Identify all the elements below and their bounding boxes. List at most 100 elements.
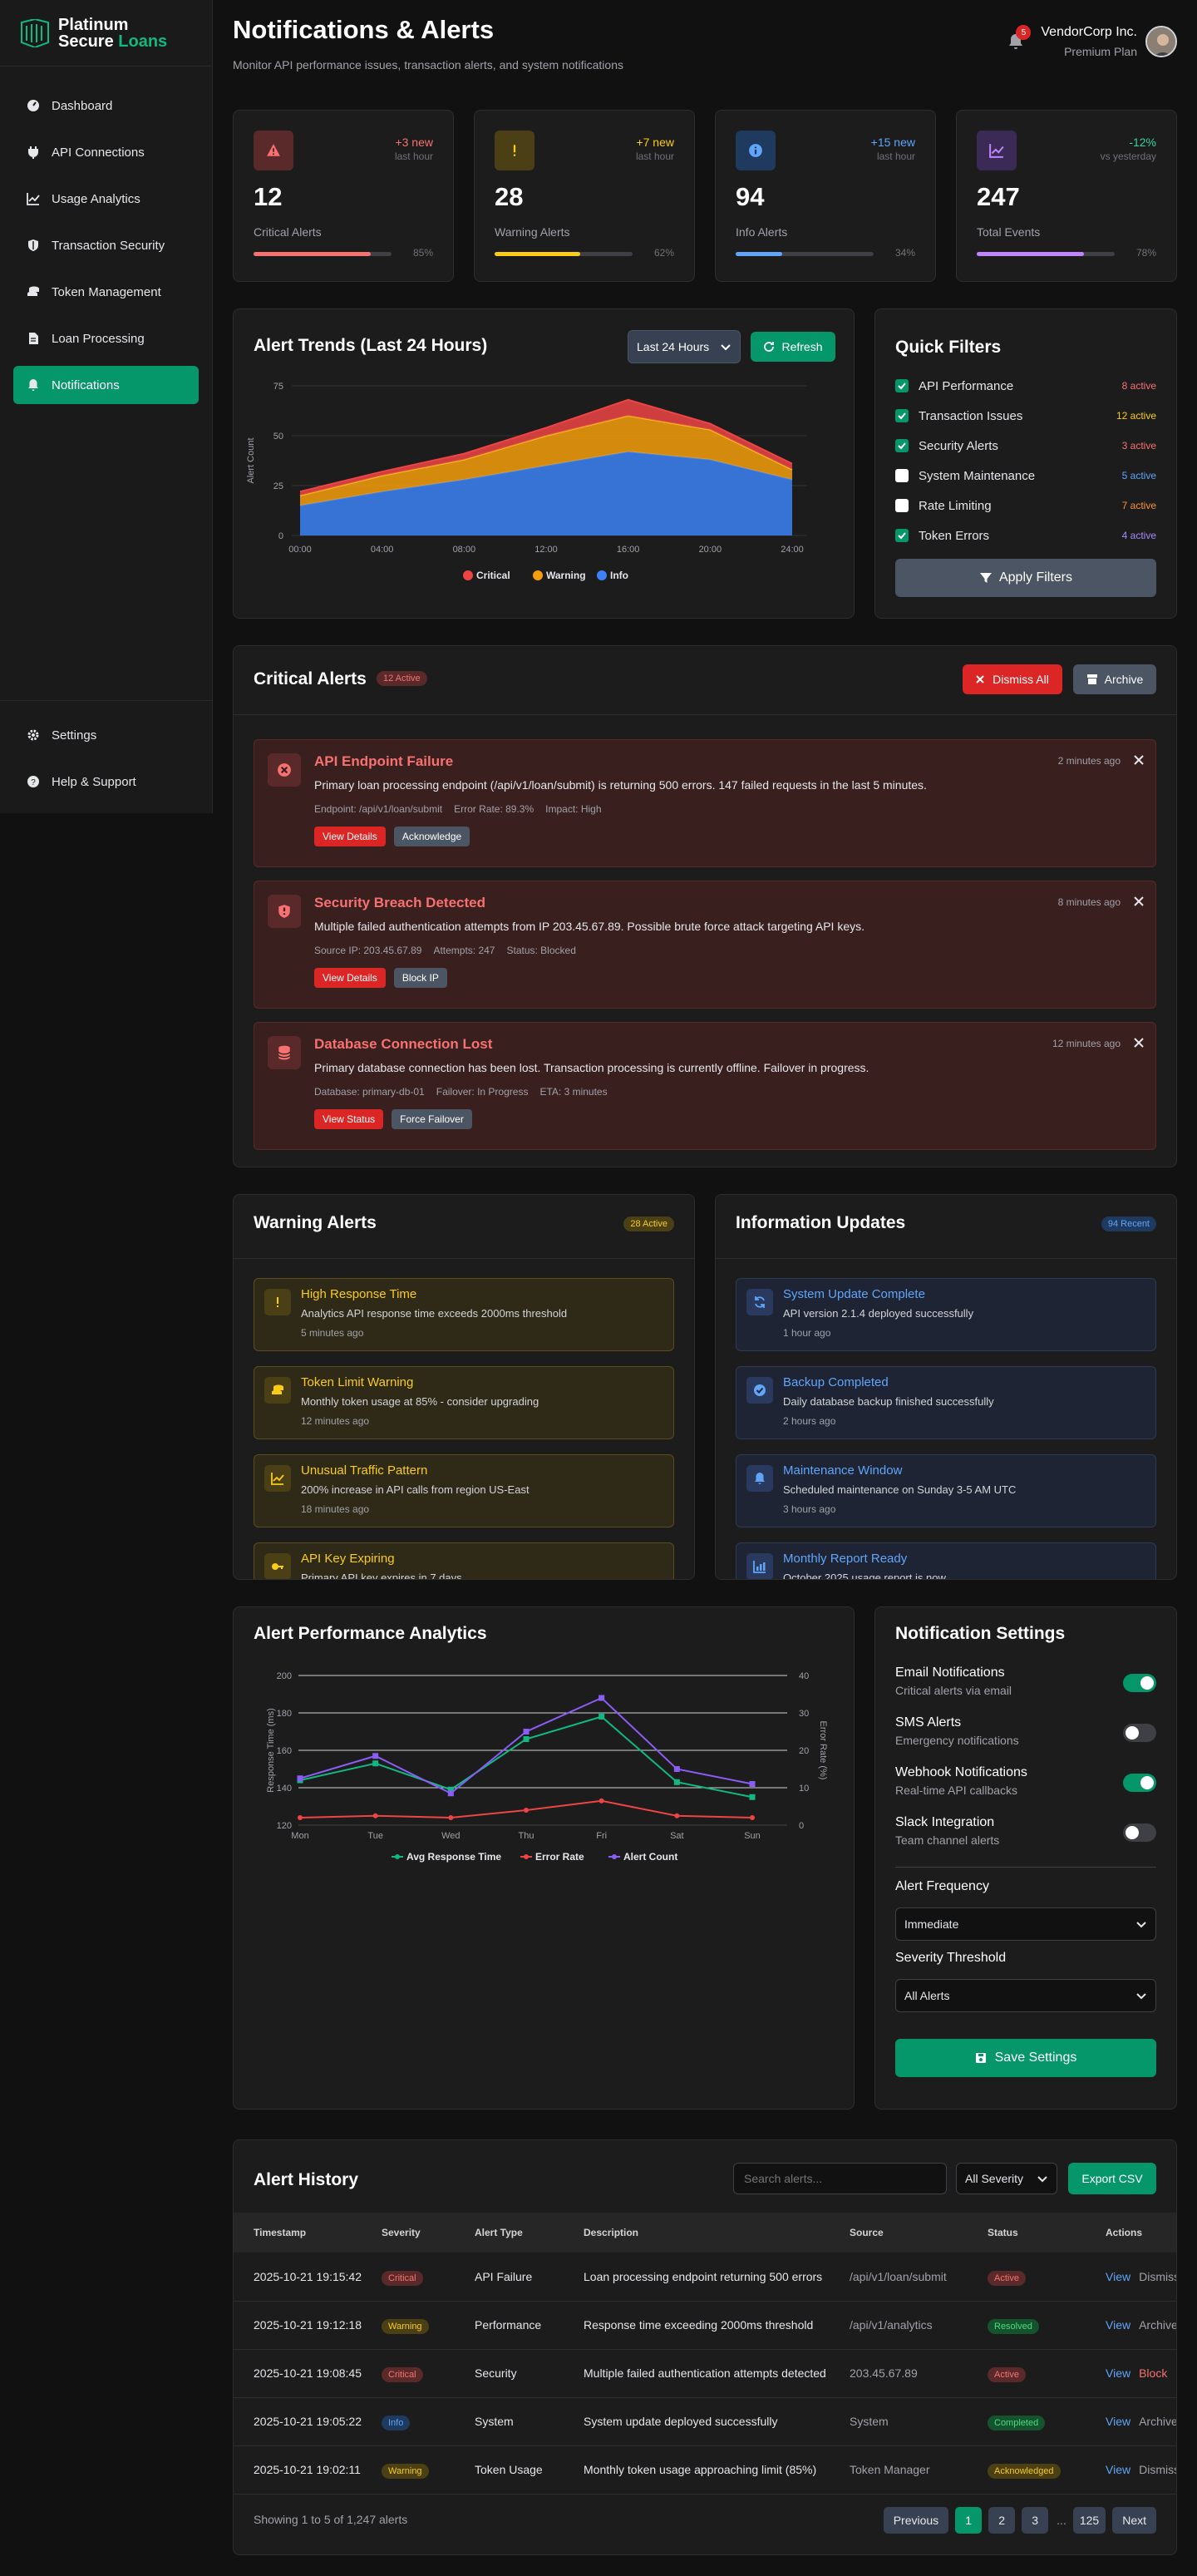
toggle-switch[interactable] — [1123, 1823, 1156, 1842]
search-input[interactable] — [733, 2163, 947, 2194]
view-link[interactable]: View — [1106, 2463, 1131, 2476]
apply-filters-button[interactable]: Apply Filters — [895, 559, 1156, 597]
severity-badge: Info — [382, 2416, 411, 2430]
stat-percent: 78% — [1135, 247, 1156, 259]
filter-checkbox[interactable] — [895, 499, 909, 512]
view-details-button[interactable]: View Details — [314, 968, 386, 988]
table-row[interactable]: 2025-10-21 19:02:11 Warning Token Usage Mon… — [234, 2445, 1177, 2495]
filter-checkbox[interactable] — [895, 379, 909, 392]
filter-checkbox[interactable] — [895, 409, 909, 422]
next-page-button[interactable]: Next — [1112, 2507, 1156, 2534]
file-icon — [27, 332, 40, 345]
y-right-tick-label: 40 — [799, 1671, 809, 1681]
close-alert-button[interactable] — [1134, 1034, 1144, 1052]
view-details-button[interactable]: View Details — [314, 827, 386, 846]
severity-badge: Warning — [382, 2464, 429, 2479]
sidebar-item-icon-wrap — [27, 285, 40, 299]
item-time: 3 hours ago — [783, 1503, 836, 1515]
warning-alert-item[interactable]: API Key Expiring Primary API key expires … — [254, 1542, 674, 1579]
toggle-switch[interactable] — [1123, 1724, 1156, 1742]
table-row[interactable]: 2025-10-21 19:08:45 Critical Security Multi… — [234, 2349, 1176, 2398]
filter-rate-limiting[interactable]: Rate Limiting 7 active — [895, 491, 1156, 521]
save-settings-button[interactable]: Save Settings — [895, 2039, 1156, 2077]
frequency-select[interactable]: Immediate — [895, 1907, 1156, 1941]
dismiss-all-button[interactable]: Dismiss All — [963, 664, 1062, 694]
sidebar-item-usage-analytics[interactable]: Usage Analytics — [13, 180, 199, 218]
brand-logo[interactable]: Platinum Secure Loans — [0, 0, 212, 67]
filter-system-maintenance[interactable]: System Maintenance 5 active — [895, 461, 1156, 491]
status-badge: Completed — [988, 2416, 1046, 2430]
user-menu[interactable]: 5 VendorCorp Inc. Premium Plan — [1006, 25, 1177, 58]
filter-security-alerts[interactable]: Security Alerts 3 active — [895, 431, 1156, 461]
table-row[interactable]: 2025-10-21 19:05:22 Info System System upda… — [234, 2397, 1177, 2446]
export-csv-button[interactable]: Export CSV — [1068, 2163, 1156, 2194]
apply-filters-label: Apply Filters — [998, 570, 1073, 585]
force-failover-button[interactable]: Force Failover — [392, 1109, 472, 1129]
info-update-item[interactable]: Backup Completed Daily database backup fi… — [736, 1366, 1156, 1439]
block-ip-button[interactable]: Block IP — [393, 968, 447, 988]
sidebar-item-api-connections[interactable]: API Connections — [13, 133, 199, 171]
cell-severity: Warning — [382, 2445, 475, 2495]
warning-alert-item[interactable]: High Response Time Analytics API response… — [254, 1278, 674, 1351]
archive-button[interactable]: Archive — [1073, 664, 1156, 694]
sidebar-item-transaction-security[interactable]: Transaction Security — [13, 226, 199, 264]
severity-threshold-select[interactable]: All Alerts — [895, 1979, 1156, 2012]
stat-value: 94 — [736, 182, 765, 211]
view-link[interactable]: View — [1106, 2269, 1131, 2283]
sidebar-item-dashboard[interactable]: Dashboard — [13, 86, 199, 125]
page-1-button[interactable]: 1 — [955, 2507, 983, 2534]
x-tick-label: 16:00 — [617, 545, 640, 555]
toggle-switch[interactable] — [1123, 1774, 1156, 1792]
column-header-timestamp: Timestamp — [234, 2213, 382, 2253]
filter-checkbox[interactable] — [895, 469, 909, 482]
block-link[interactable]: Block — [1139, 2366, 1168, 2380]
notifications-bell[interactable]: 5 — [1006, 25, 1032, 52]
info-update-item[interactable]: Monthly Report Ready October 2025 usage r… — [736, 1542, 1156, 1579]
toggle-switch[interactable] — [1123, 1674, 1156, 1692]
close-alert-button[interactable] — [1134, 893, 1144, 910]
dismiss-link[interactable]: Dismiss — [1139, 2463, 1177, 2476]
refresh-button[interactable]: Refresh — [751, 332, 835, 362]
view-status-button[interactable]: View Status — [314, 1109, 384, 1129]
filter-count: 4 active — [1121, 530, 1156, 541]
sidebar-item-token-management[interactable]: Token Management — [13, 273, 199, 311]
x-tick-label: Mon — [291, 1831, 308, 1841]
page-2-button[interactable]: 2 — [988, 2507, 1016, 2534]
filter-checkbox[interactable] — [895, 439, 909, 452]
acknowledge-button[interactable]: Acknowledge — [393, 827, 470, 846]
triangle-alert-icon — [266, 143, 281, 158]
view-link[interactable]: View — [1106, 2318, 1131, 2332]
gear-icon — [27, 728, 40, 742]
stat-progress-bar — [495, 252, 633, 256]
severity-filter-select[interactable]: All Severity — [956, 2163, 1057, 2194]
view-link[interactable]: View — [1106, 2366, 1131, 2380]
warning-alert-item[interactable]: Unusual Traffic Pattern 200% increase in … — [254, 1454, 674, 1527]
sidebar-item-loan-processing[interactable]: Loan Processing — [13, 319, 199, 358]
info-update-item[interactable]: Maintenance Window Scheduled maintenance … — [736, 1454, 1156, 1527]
previous-page-button[interactable]: Previous — [883, 2507, 949, 2534]
archive-link[interactable]: Archive — [1139, 2415, 1177, 2428]
filter-token-errors[interactable]: Token Errors 4 active — [895, 521, 1156, 550]
table-row[interactable]: 2025-10-21 19:12:18 Warning Performance Res… — [234, 2301, 1177, 2350]
archive-link[interactable]: Archive — [1139, 2318, 1177, 2332]
chart-line-icon — [989, 143, 1004, 158]
avatar[interactable] — [1145, 26, 1177, 57]
alert-history-table: Timestamp Severity Alert Type Description So… — [234, 2213, 1177, 2495]
table-row[interactable]: 2025-10-21 19:15:42 Critical API Failure Lo… — [234, 2253, 1177, 2302]
severity-filter-value: All Severity — [965, 2172, 1024, 2185]
page-3-button[interactable]: 3 — [1022, 2507, 1049, 2534]
sidebar-item-help-support[interactable]: ? Help & Support — [13, 762, 199, 801]
sidebar-item-notifications[interactable]: Notifications — [13, 366, 199, 404]
time-range-select[interactable]: Last 24 Hours — [628, 330, 741, 363]
sidebar-item-settings[interactable]: Settings — [13, 716, 199, 754]
filter-checkbox[interactable] — [895, 529, 909, 542]
page-last-button[interactable]: 125 — [1072, 2507, 1106, 2534]
sidebar-item-icon-wrap — [27, 192, 40, 205]
dismiss-link[interactable]: Dismiss — [1139, 2269, 1177, 2283]
view-link[interactable]: View — [1106, 2415, 1131, 2428]
filter-transaction-issues[interactable]: Transaction Issues 12 active — [895, 401, 1156, 431]
close-alert-button[interactable] — [1134, 752, 1144, 769]
info-update-item[interactable]: System Update Complete API version 2.1.4 … — [736, 1278, 1156, 1351]
filter-api-performance[interactable]: API Performance 8 active — [895, 371, 1156, 401]
warning-alert-item[interactable]: Token Limit Warning Monthly token usage a… — [254, 1366, 674, 1439]
